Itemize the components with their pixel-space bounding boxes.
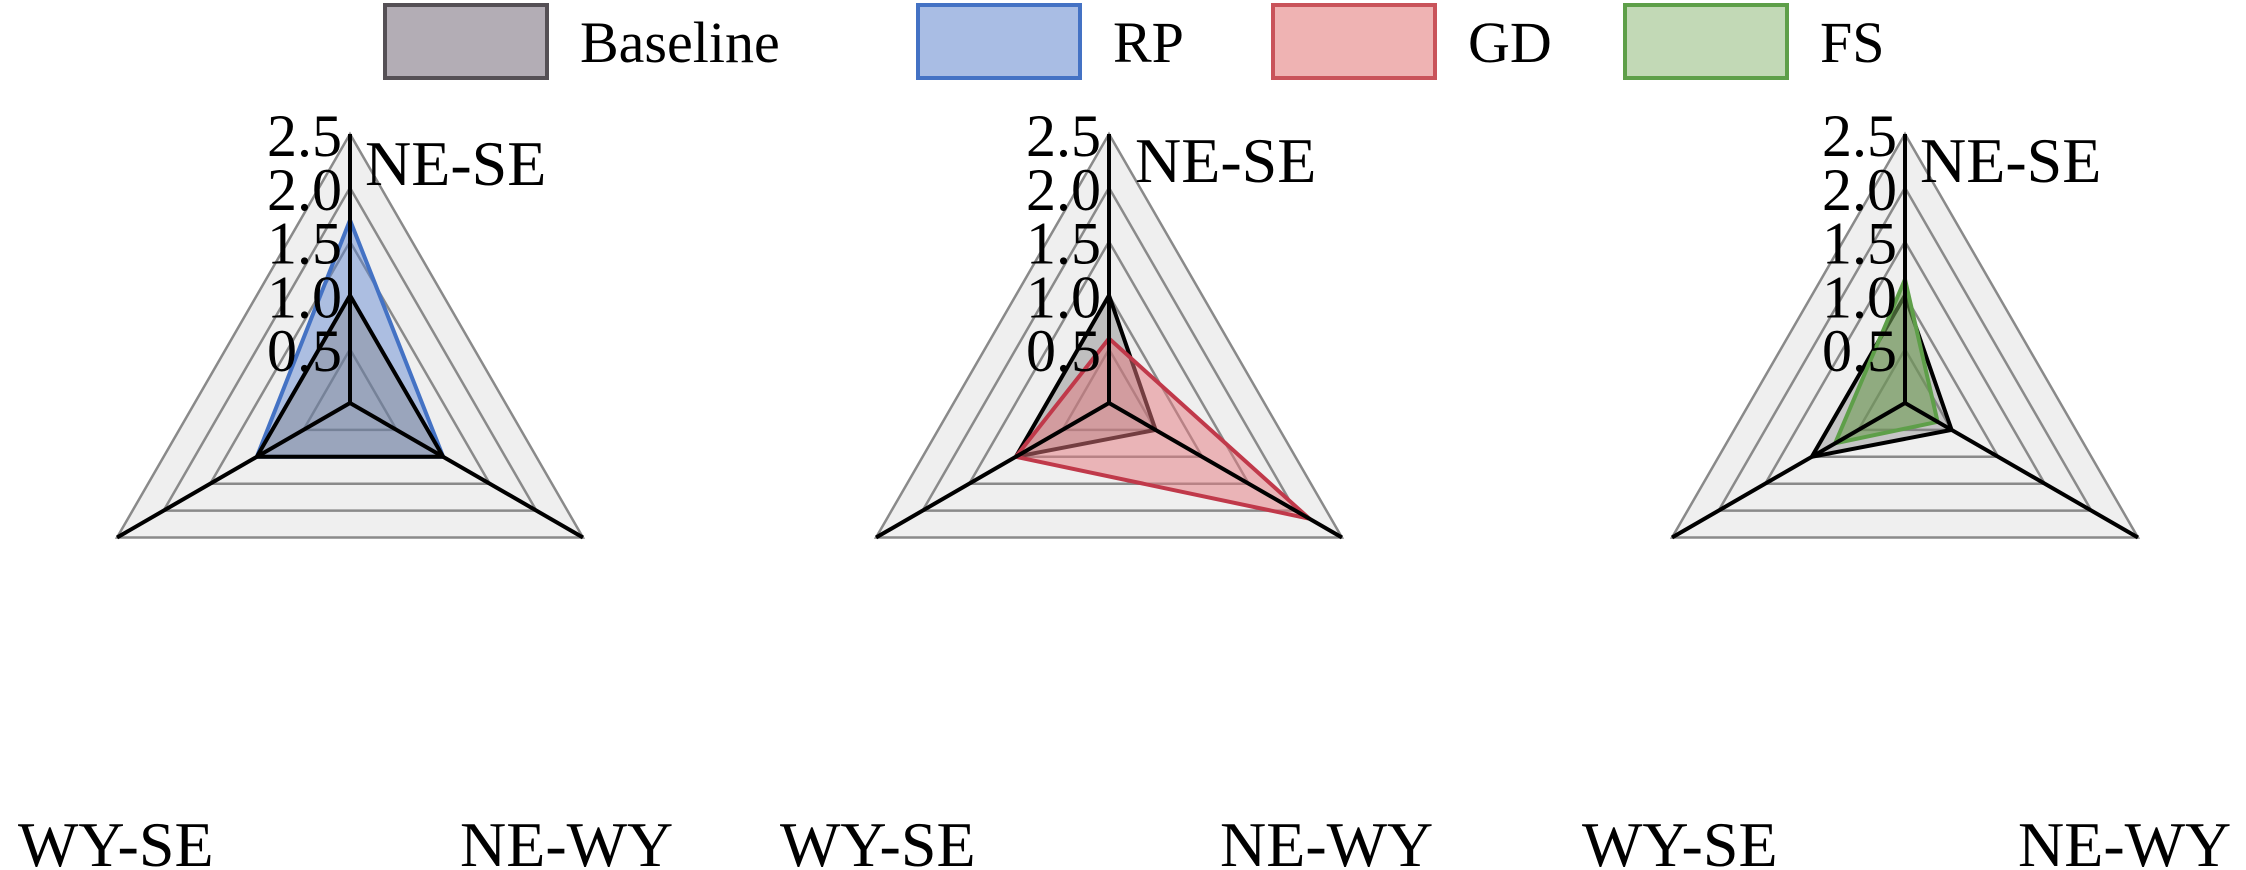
radar-panel-3: 0.51.01.52.02.5 NE-SE NE-WY WY-SE <box>1582 103 2231 870</box>
tick-labels: 0.51.01.52.02.5 <box>1026 103 1101 384</box>
grid-ring <box>1763 239 2047 485</box>
radar-spokes <box>116 134 584 540</box>
tick-label: 1.0 <box>267 264 342 330</box>
radar-spokes <box>875 134 1343 540</box>
radar-panel-1: 0.51.01.52.02.5 NE-SE NE-WY WY-SE <box>18 103 673 870</box>
legend-swatch-rp <box>916 3 1082 80</box>
spoke-ne-wy <box>1107 401 1343 540</box>
radar-spokes <box>1671 134 2139 540</box>
axis-label-wy-se: WY-SE <box>18 809 214 870</box>
axis-label-wy-se: WY-SE <box>1582 809 1778 870</box>
spoke-ne-wy <box>348 401 584 540</box>
axis-label-ne-se: NE-SE <box>1920 125 2101 196</box>
radar-panel-2: 0.51.01.52.02.5 NE-SE NE-WY WY-SE <box>780 103 1433 870</box>
tick-label: 1.5 <box>1822 211 1897 277</box>
legend-swatch-baseline <box>383 3 549 80</box>
tick-label: 2.0 <box>1822 157 1897 223</box>
tick-label: 2.0 <box>1026 157 1101 223</box>
spoke-wy-se <box>875 401 1111 540</box>
axis-label-ne-se: NE-SE <box>365 128 546 199</box>
tick-label: 0.5 <box>1822 318 1897 384</box>
axis-label-ne-wy: NE-WY <box>460 809 673 870</box>
grid-ring <box>114 131 586 539</box>
tick-label: 0.5 <box>1026 318 1101 384</box>
series-gd <box>1013 336 1312 521</box>
radar-series-layer <box>1013 293 1312 521</box>
legend-swatch-gd <box>1271 3 1437 80</box>
tick-label: 1.5 <box>267 211 342 277</box>
axis-label-wy-se: WY-SE <box>780 809 976 870</box>
legend-label-baseline: Baseline <box>580 10 780 75</box>
tick-label: 2.0 <box>267 157 342 223</box>
grid-ring <box>208 239 492 485</box>
tick-label: 2.5 <box>267 103 342 169</box>
grid-ring <box>1716 185 2094 512</box>
grid-ring <box>967 239 1251 485</box>
spoke-wy-se <box>1671 401 1907 540</box>
grid-ring <box>301 346 399 432</box>
grid-ring <box>1669 131 2141 539</box>
tick-labels: 0.51.01.52.02.5 <box>1822 103 1897 384</box>
tick-label: 0.5 <box>267 318 342 384</box>
legend-swatch-fs <box>1623 3 1789 80</box>
legend-label-fs: FS <box>1820 10 1885 75</box>
grid-ring <box>920 185 1298 512</box>
axis-label-ne-wy: NE-WY <box>1220 809 1433 870</box>
spoke-ne-wy <box>1904 401 2139 540</box>
tick-label: 1.0 <box>1026 264 1101 330</box>
tick-label: 1.0 <box>1822 264 1897 330</box>
tick-label: 1.5 <box>1026 211 1101 277</box>
grid-ring <box>161 185 539 512</box>
tick-label: 2.5 <box>1822 103 1897 169</box>
grid-ring <box>873 131 1345 539</box>
series-fs <box>1833 277 1940 446</box>
tick-label: 2.5 <box>1026 103 1101 169</box>
legend-label-rp: RP <box>1113 10 1184 75</box>
spoke-wy-se <box>116 401 352 540</box>
tick-labels: 0.51.01.52.02.5 <box>267 103 342 384</box>
axis-label-ne-se: NE-SE <box>1135 125 1316 196</box>
legend: Baseline RP GD FS <box>383 3 1885 80</box>
radar-series-layer <box>1809 277 1954 459</box>
legend-label-gd: GD <box>1468 10 1552 75</box>
axis-label-ne-wy: NE-WY <box>2018 809 2231 870</box>
